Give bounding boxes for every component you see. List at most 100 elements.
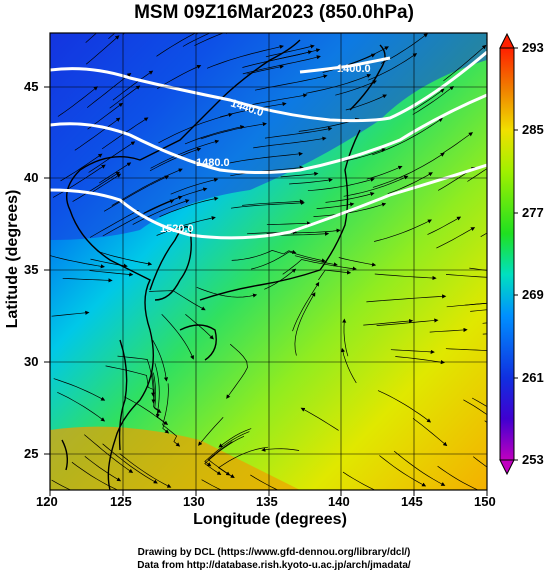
streamline <box>390 349 435 354</box>
streamline <box>198 417 224 446</box>
streamline <box>231 249 297 261</box>
streamline <box>207 441 235 479</box>
colorbar <box>499 32 518 476</box>
streamline <box>366 165 403 180</box>
streamline <box>156 33 200 57</box>
colorbar-tick-label: 277 <box>522 205 544 220</box>
streamline <box>376 318 439 326</box>
streamline <box>99 162 132 184</box>
streamline <box>300 407 339 431</box>
streamline <box>229 151 303 164</box>
streamline <box>226 343 248 399</box>
lat-tick-label: 40 <box>24 170 39 185</box>
streamline <box>412 86 454 115</box>
streamline <box>52 164 106 198</box>
streamline <box>254 74 328 91</box>
streamline <box>464 302 487 306</box>
streamline <box>162 383 181 447</box>
streamline <box>467 168 487 182</box>
streamline <box>395 356 445 365</box>
contour-label: 1520.0 <box>160 223 194 235</box>
streamline <box>230 165 304 177</box>
streamline <box>109 85 141 109</box>
streamline <box>374 219 432 242</box>
streamline <box>154 363 169 425</box>
contour-label: 1480.0 <box>196 157 230 169</box>
credit-drawing: Drawing by DCL (https://www.gfd-dennou.o… <box>137 547 411 558</box>
streamline <box>252 93 308 105</box>
streamline <box>445 274 487 278</box>
streamline <box>429 327 468 333</box>
streamline <box>282 259 357 275</box>
streamline <box>472 456 487 468</box>
streamline <box>230 200 305 209</box>
streamline <box>443 44 487 82</box>
streamline <box>436 227 476 249</box>
colorbar-tick-label: 269 <box>522 287 544 302</box>
streamline <box>151 371 160 419</box>
streamline <box>313 202 387 217</box>
lon-tick-label: 135 <box>256 494 278 509</box>
streamline <box>445 348 487 351</box>
streamline <box>103 175 170 212</box>
streamline <box>265 44 315 58</box>
streamline <box>89 270 134 277</box>
contour-label: 1400.0 <box>337 63 371 75</box>
streamline <box>377 390 432 423</box>
streamline <box>112 70 154 101</box>
streamline <box>412 418 448 447</box>
streamline <box>185 314 214 340</box>
lon-tick-label: 140 <box>328 494 350 509</box>
lon-tick-label: 150 <box>474 494 496 509</box>
streamline <box>427 216 462 235</box>
streamline <box>161 313 194 360</box>
streamline <box>53 378 106 401</box>
warm-region <box>50 426 300 490</box>
coastline <box>61 39 386 490</box>
map-title: MSM 09Z16Mar2023 (850.0hPa) <box>134 2 414 23</box>
streamline <box>387 172 433 195</box>
streamline <box>149 290 206 311</box>
streamline <box>441 132 474 155</box>
streamline <box>379 455 427 487</box>
streamline <box>343 148 386 162</box>
streamline <box>292 281 320 332</box>
streamline <box>280 171 319 178</box>
lon-tick-label: 130 <box>183 494 205 509</box>
streamline <box>97 251 153 266</box>
streamline <box>482 322 487 324</box>
streamline <box>463 399 487 416</box>
streamline <box>363 318 414 326</box>
streamline <box>294 292 316 356</box>
streamline <box>204 431 250 467</box>
streamline <box>374 273 437 281</box>
colorbar-tick-label: 285 <box>522 122 544 137</box>
streamline <box>218 428 252 448</box>
streamline <box>470 309 487 312</box>
streamline <box>253 136 327 149</box>
streamline <box>250 474 279 490</box>
lat-tick-label: 35 <box>24 262 39 277</box>
streamline <box>84 456 122 482</box>
streamline <box>119 453 172 488</box>
y-axis-label: Latitude (degrees) <box>4 189 21 329</box>
streamline <box>57 86 98 117</box>
streamline <box>89 209 139 238</box>
lon-tick-label: 145 <box>401 494 423 509</box>
streamline <box>71 461 119 490</box>
lon-tick-label: 120 <box>36 494 58 509</box>
streamline <box>149 147 202 172</box>
streamline <box>469 267 487 271</box>
streamline <box>147 195 183 212</box>
streamline <box>184 125 245 145</box>
streamline <box>57 391 106 422</box>
streamline <box>62 277 113 283</box>
streamline <box>437 465 479 490</box>
lat-tick-label: 25 <box>24 446 39 461</box>
streamline <box>471 397 487 407</box>
streamline <box>412 88 445 111</box>
streamline <box>294 255 338 267</box>
streamline <box>196 286 258 298</box>
colorbar-max-arrow <box>499 32 515 49</box>
streamline <box>85 35 120 65</box>
